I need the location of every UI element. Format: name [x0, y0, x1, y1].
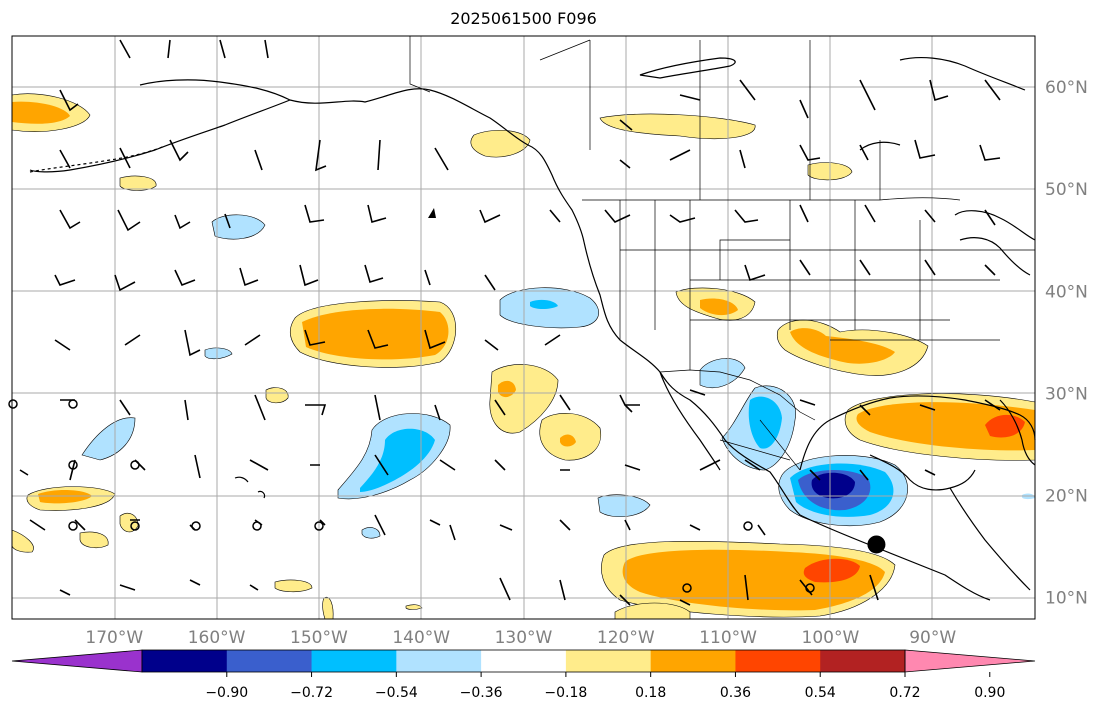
lat-label: 40°N: [1045, 282, 1088, 302]
colorbar-segment: [735, 650, 821, 672]
lat-label: 30°N: [1045, 384, 1088, 404]
anomaly-negative-5: [361, 527, 381, 539]
colorbar-tick-label: 0.36: [720, 685, 751, 701]
anomaly-positive-epac-peak: [803, 558, 860, 583]
anomaly-positive-canada: [599, 113, 756, 140]
anomaly-negative-6: [597, 494, 651, 518]
colorbar-tick-label: −0.36: [460, 685, 503, 701]
colorbar-segment: [142, 650, 228, 672]
colorbar-extend-low: [11, 649, 143, 673]
anomaly-positive-hawaii-w-core: [38, 490, 92, 504]
anomaly-positive-pacific-core: [302, 308, 449, 360]
colorbar-segment: [481, 650, 567, 672]
border-canada-prov: [539, 39, 811, 200]
colorbar-tick-label: 0.18: [635, 685, 666, 701]
coast-us-west: [583, 241, 991, 601]
latitude-labels: 60°N 50°N 40°N 30°N 20°N 10°N: [1045, 78, 1088, 609]
anomaly-positive-small-8: [405, 604, 423, 610]
coast-florida: [999, 399, 1036, 466]
colorbar-segment: [396, 650, 482, 672]
colorbar-tick-label: −0.72: [290, 685, 333, 701]
station-marker[interactable]: [867, 535, 886, 554]
coast-central-america: [949, 487, 1031, 591]
colorbar-segment: [311, 650, 397, 672]
map-title: 2025061500 F096: [450, 9, 597, 28]
anomaly-positive-central-2-core: [560, 434, 576, 447]
colorbar-outline: [141, 649, 906, 673]
anomaly-positive-small-2: [119, 513, 139, 533]
lat-label: 20°N: [1045, 486, 1088, 506]
lon-label: 110°W: [699, 628, 757, 648]
anomaly-positive-small-5: [274, 579, 313, 593]
colorbar-segment: [226, 650, 313, 672]
lat-label: 10°N: [1045, 589, 1088, 609]
border-alaska-canada: [409, 36, 431, 93]
lon-label: 150°W: [290, 628, 348, 648]
colorbar-labels: −0.90 −0.72 −0.54 −0.36 −0.18 0.18 0.36 0.54 0.7…: [205, 672, 1005, 701]
colorbar-extend-high: [904, 649, 1036, 673]
anomaly-negative-hawaii-core: [360, 428, 435, 492]
map-frame: [11, 35, 1036, 620]
coast-greatlakes: [954, 210, 1036, 276]
anomaly-positive-small-7: [265, 387, 289, 404]
anomaly-negative-mexico-w: [699, 358, 746, 388]
coast-alaska: [139, 79, 585, 243]
lon-label: 170°W: [85, 628, 143, 648]
colorbar-tick-label: 0.54: [805, 685, 836, 701]
coast-yucatan: [869, 454, 976, 491]
border-us-canada: [582, 140, 961, 201]
colorbar-segment: [820, 650, 906, 672]
colorbar-tick-label: −0.90: [205, 685, 248, 701]
coast-hudson: [859, 56, 1026, 151]
anomaly-negative-2-core: [530, 299, 558, 309]
colorbar-tick-label: 0.72: [889, 685, 920, 701]
coast-aleutians: [29, 145, 166, 173]
colorbar-tick-label: −0.54: [375, 685, 418, 701]
anomaly-negative-gulf-peak: [811, 472, 855, 499]
calm-wind-circles: [8, 399, 815, 593]
coastlines: [29, 56, 1036, 601]
colorbar-segment: [650, 650, 736, 672]
anomaly-negative-4: [81, 417, 136, 461]
anomaly-positive-us-south-core: [790, 328, 895, 364]
anomaly-positive-small-3: [79, 531, 109, 549]
lon-label: 100°W: [802, 628, 860, 648]
coast-canada-islands: [639, 57, 736, 79]
colorbar-segment: [565, 650, 652, 672]
lat-label: 50°N: [1045, 180, 1088, 200]
anomaly-negative-mexico-core: [748, 396, 782, 449]
lon-label: 120°W: [597, 628, 655, 648]
lon-label: 140°W: [392, 628, 450, 648]
lon-label: 90°W: [909, 628, 956, 648]
lon-label: 130°W: [495, 628, 553, 648]
borders: [409, 36, 1035, 471]
wind-barbs: [19, 39, 1001, 606]
anomaly-positive-small-4: [11, 529, 34, 553]
anomaly-negative-3: [204, 347, 233, 360]
lon-label: 160°W: [188, 628, 246, 648]
anomaly-negative-1: [211, 214, 266, 240]
anomaly-positive-small-1: [119, 175, 157, 191]
longitude-labels: 170°W 160°W 150°W 140°W 130°W 120°W 110°W 100°W…: [85, 628, 956, 648]
colorbar: [11, 649, 1036, 673]
anomaly-positive-nw-core: [12, 101, 70, 124]
anomaly-positive-gulf-core: [856, 402, 1035, 451]
border-mexico-states: [719, 419, 801, 471]
flag-barb: [428, 208, 436, 218]
coast-hawaii: [234, 476, 266, 499]
border-states: [619, 200, 1035, 370]
colorbar-tick-label: 0.90: [974, 685, 1005, 701]
colorbar-tick-label: −0.18: [544, 685, 587, 701]
lat-label: 60°N: [1045, 78, 1088, 98]
coast-gulf: [799, 395, 1036, 471]
anomaly-positive-epac-bottom: [614, 602, 691, 620]
